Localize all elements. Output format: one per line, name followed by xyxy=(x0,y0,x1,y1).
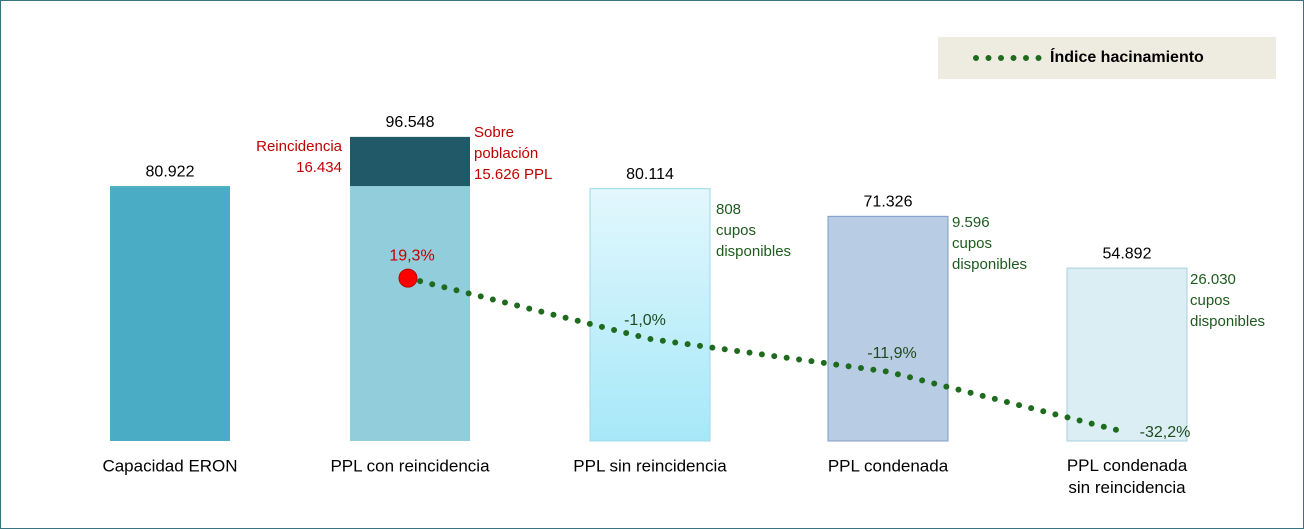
legend-box xyxy=(938,37,1276,79)
annotation: cupos xyxy=(1190,292,1230,309)
value-label: 19,3% xyxy=(389,247,434,264)
annotation: disponibles xyxy=(952,256,1027,273)
annotation: 16.434 xyxy=(296,159,342,176)
annotation: cupos xyxy=(952,235,992,252)
bar xyxy=(1066,267,1188,442)
annotation: población xyxy=(474,145,538,162)
line xyxy=(405,275,1130,436)
legend-label: Índice hacinamiento xyxy=(1050,47,1204,66)
bar xyxy=(110,186,230,441)
total-label: 80.922 xyxy=(146,163,195,180)
value-label: -11,9% xyxy=(867,345,917,362)
annotation: 808 xyxy=(716,201,741,218)
annotation: 26.030 xyxy=(1190,271,1236,288)
bar xyxy=(350,186,470,441)
total-label: 80.114 xyxy=(626,166,674,183)
total-label: 54.892 xyxy=(1103,245,1152,262)
annotation: disponibles xyxy=(1190,313,1265,330)
x-tick-label: PPL condenada xyxy=(828,456,949,475)
bar-segment xyxy=(350,136,470,187)
bar xyxy=(827,215,949,442)
x-tick-label: PPL sin reincidencia xyxy=(573,456,727,475)
bar xyxy=(589,188,711,442)
annotation: cupos xyxy=(716,222,756,239)
total-label: 71.326 xyxy=(864,194,913,211)
x-tick-label: PPL condenada sin reincidencia xyxy=(1067,456,1188,497)
annotation: Sobre xyxy=(474,124,514,141)
annotation: Reincidencia xyxy=(256,138,343,155)
annotation: disponibles xyxy=(716,243,791,260)
value-label: -1,0% xyxy=(624,312,666,329)
total-label: 96.548 xyxy=(386,114,435,131)
x-tick-label: PPL con reincidencia xyxy=(330,456,490,475)
x-tick-label: Capacidad ERON xyxy=(102,456,237,475)
annotation: 9.596 xyxy=(952,214,990,231)
value-label: -32,2% xyxy=(1140,424,1191,441)
highlight-point xyxy=(398,268,418,288)
annotation: 15.626 PPL xyxy=(474,166,552,183)
